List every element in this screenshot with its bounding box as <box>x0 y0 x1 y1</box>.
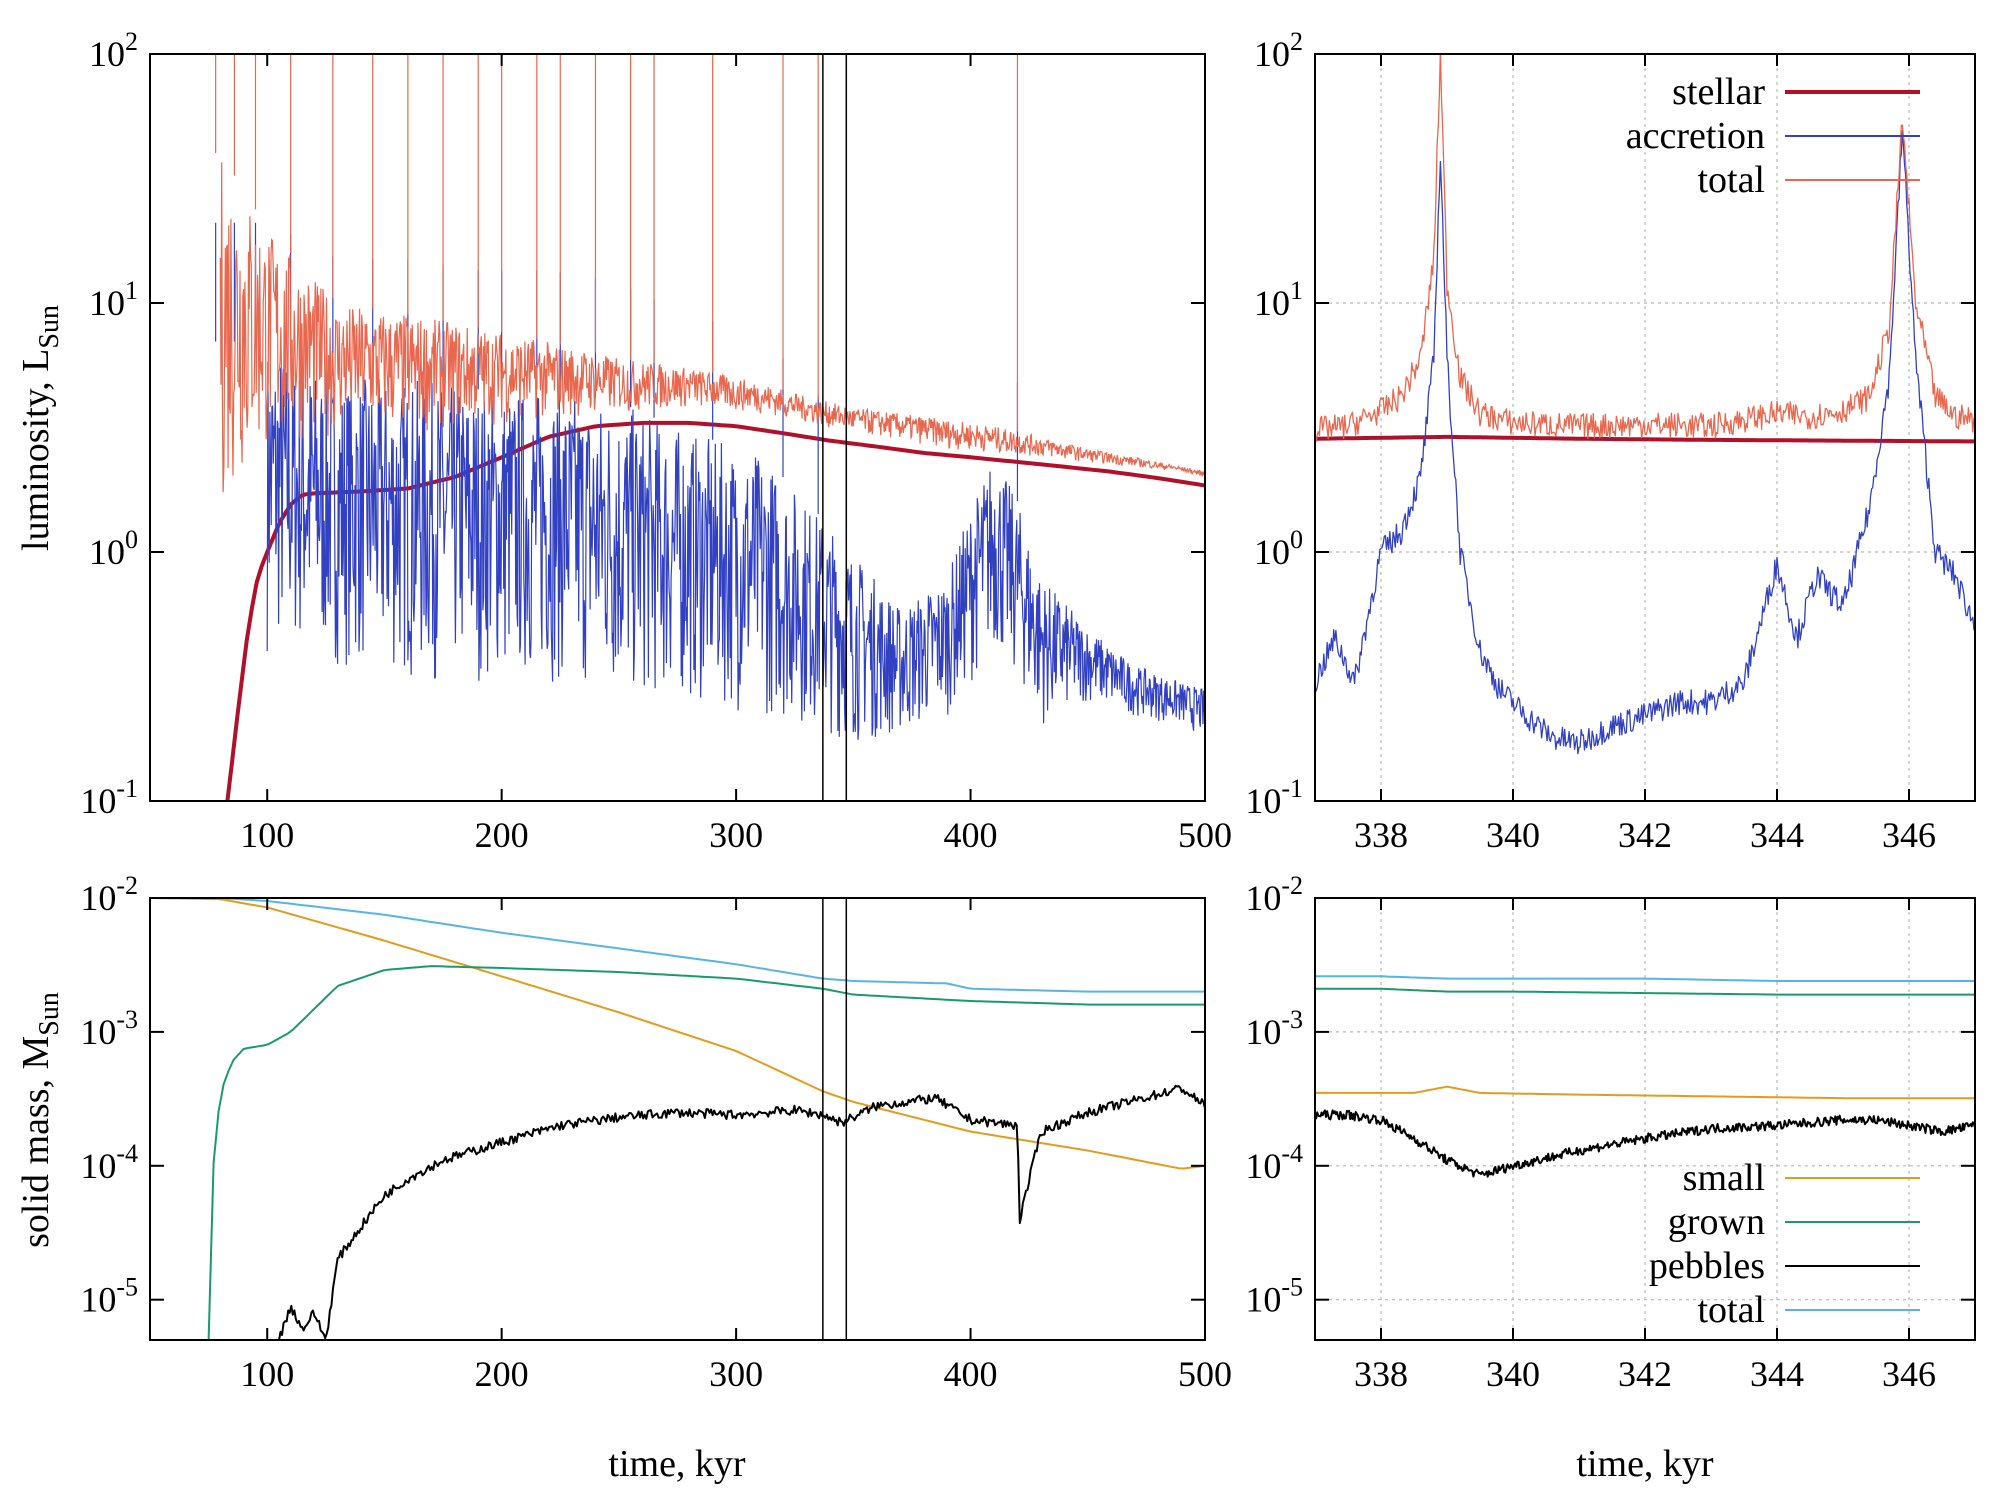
x-tick-label: 100 <box>240 815 294 855</box>
x-tick-label: 400 <box>944 1354 998 1394</box>
y-tick-label: 10-4 <box>1245 1139 1303 1186</box>
x-tick-label: 340 <box>1486 815 1540 855</box>
legend-label-total: total <box>1697 159 1765 201</box>
legend-label-accretion: accretion <box>1626 115 1765 157</box>
legend-label-small: small <box>1683 1157 1765 1199</box>
series-small-line <box>1315 1085 1975 1100</box>
y-tick-label: 102 <box>89 27 138 74</box>
series-accretion-line <box>266 361 1205 740</box>
y-tick-label: 100 <box>1254 525 1303 572</box>
x-tick-label: 100 <box>240 1354 294 1394</box>
series-accretion-line <box>1315 129 1975 755</box>
y-axis-label-luminosity: luminosity, LSun <box>15 305 65 551</box>
y-tick-label: 102 <box>1254 27 1303 74</box>
y-tick-label: 10-2 <box>80 871 138 918</box>
y-tick-label: 101 <box>1254 276 1303 323</box>
panel-mass-zoom: 338 340 342 344 346 10-5 10-4 10-3 10-2 smallgro… <box>1245 871 1976 1394</box>
series-total-line <box>150 898 1205 993</box>
x-tick-label: 338 <box>1354 1354 1408 1394</box>
y-tick-label: 10-5 <box>1245 1273 1303 1320</box>
panel-mass-full: 100 200 300 400 500 10-5 10-4 10-3 10-2 <box>80 871 1232 1394</box>
x-axis-label-left: time, kyr <box>608 1443 746 1485</box>
y-axis-label-solid-mass: solid mass, MSun <box>15 992 65 1248</box>
y-tick-label: 10-5 <box>80 1273 138 1320</box>
y-tick-label: 101 <box>89 276 138 323</box>
series-grown-line <box>207 965 1205 1340</box>
legend-label-stellar: stellar <box>1672 71 1765 113</box>
x-tick-label: 346 <box>1882 815 1936 855</box>
x-tick-label: 300 <box>709 1354 763 1394</box>
y-tick-label: 10-3 <box>1245 1005 1303 1052</box>
x-tick-label: 500 <box>1178 815 1232 855</box>
legend-label-pebbles: pebbles <box>1649 1245 1765 1287</box>
series-pebbles-line <box>1315 1109 1975 1178</box>
y-tick-label: 10-1 <box>1245 774 1303 821</box>
x-axis-label-right: time, kyr <box>1576 1443 1714 1485</box>
series-pebbles-line <box>278 1084 1205 1340</box>
x-tick-label: 342 <box>1618 815 1672 855</box>
panel-luminosity-zoom: 338 340 342 344 346 10-1 100 101 102 stellaraccr… <box>1245 27 1976 855</box>
y-tick-label: 10-1 <box>80 774 138 821</box>
series-stellar-line <box>1315 434 1975 444</box>
series-total-line <box>219 162 1205 493</box>
x-tick-label: 400 <box>944 815 998 855</box>
legend-label-total: total <box>1697 1289 1765 1331</box>
y-tick-label: 10-3 <box>80 1005 138 1052</box>
series-total-line <box>1315 54 1975 443</box>
series-grown-line <box>1315 987 1975 996</box>
x-tick-label: 300 <box>709 815 763 855</box>
x-tick-label: 346 <box>1882 1354 1936 1394</box>
series-small-line <box>150 898 1205 1170</box>
legend-label-grown: grown <box>1668 1201 1765 1243</box>
y-tick-label: 10-4 <box>80 1139 138 1186</box>
series-total-line <box>1315 975 1975 982</box>
y-tick-label: 10-2 <box>1245 871 1303 918</box>
x-tick-label: 338 <box>1354 815 1408 855</box>
x-tick-label: 500 <box>1178 1354 1232 1394</box>
x-tick-label: 344 <box>1750 815 1804 855</box>
x-tick-label: 200 <box>475 1354 529 1394</box>
x-tick-label: 342 <box>1618 1354 1672 1394</box>
x-tick-label: 344 <box>1750 1354 1804 1394</box>
x-tick-label: 340 <box>1486 1354 1540 1394</box>
x-tick-label: 200 <box>475 815 529 855</box>
y-tick-label: 100 <box>89 525 138 572</box>
panel-luminosity-full: 100 200 300 400 500 10-1 100 101 102 <box>80 27 1232 855</box>
